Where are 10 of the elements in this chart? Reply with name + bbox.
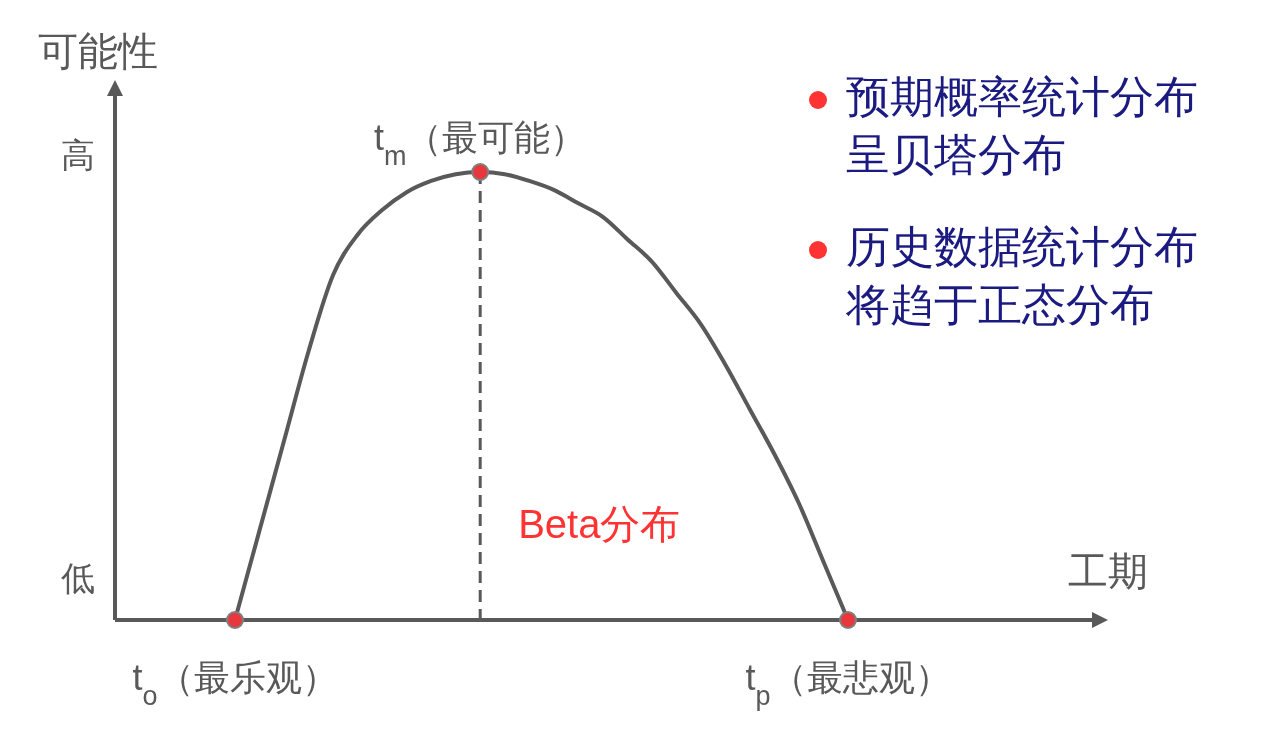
x-tick-label: t$_{p}$（最悲观） bbox=[745, 657, 951, 711]
x-tick-label: t$_{m}$（最可能） bbox=[373, 117, 587, 171]
x-axis-title: 工期 bbox=[1068, 549, 1148, 593]
y-axis-title: 可能性 bbox=[38, 29, 158, 73]
text: 低 bbox=[61, 559, 95, 597]
annotation: Beta分布 bbox=[518, 502, 681, 546]
annotation: 历史数据统计分布将趋于正态分布 bbox=[845, 222, 1198, 329]
text: 高 bbox=[61, 136, 95, 174]
x-tick-label: t$_{o}$（最乐观） bbox=[132, 657, 338, 711]
annotation: 预期概率统计分布呈贝塔分布 bbox=[846, 72, 1198, 179]
